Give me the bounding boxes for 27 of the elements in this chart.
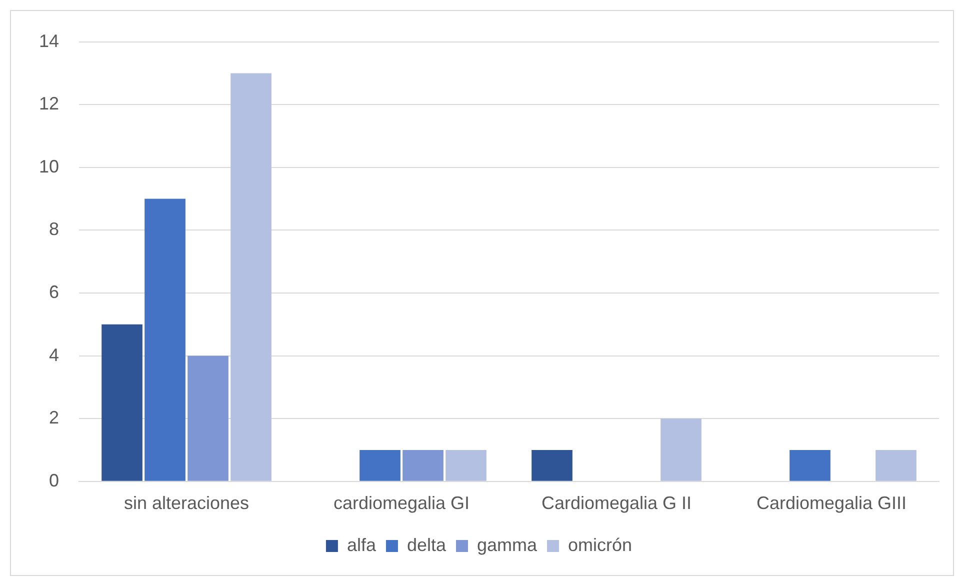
bar <box>790 450 830 481</box>
y-tick-label: 12 <box>38 94 60 114</box>
y-tick-label: 14 <box>38 30 60 51</box>
bar <box>532 450 572 481</box>
bar <box>360 450 400 481</box>
x-tick-label: Cardiomegalia G II <box>541 493 692 514</box>
bar <box>402 450 444 481</box>
y-tick-label: 10 <box>38 156 60 176</box>
bar <box>102 324 142 481</box>
bar <box>188 356 228 481</box>
x-tick-label: cardiomegalia GI <box>333 493 470 514</box>
legend-label: gamma <box>477 534 538 555</box>
legend-label: delta <box>406 534 447 555</box>
bar <box>230 73 272 481</box>
y-tick-label: 2 <box>49 408 60 428</box>
bar <box>446 450 486 481</box>
x-tick-label: Cardiomegalia GIII <box>756 493 907 514</box>
legend-label: omicrón <box>568 534 632 555</box>
bar <box>144 198 186 481</box>
y-tick-label: 8 <box>49 219 60 240</box>
y-tick-label: 6 <box>49 282 60 302</box>
y-tick-label: 0 <box>49 470 60 490</box>
x-tick-label: sin alteraciones <box>124 493 250 514</box>
y-tick-label: 4 <box>49 344 60 365</box>
legend-label: alfa <box>346 534 377 555</box>
bar <box>660 418 702 481</box>
bar <box>876 450 916 481</box>
